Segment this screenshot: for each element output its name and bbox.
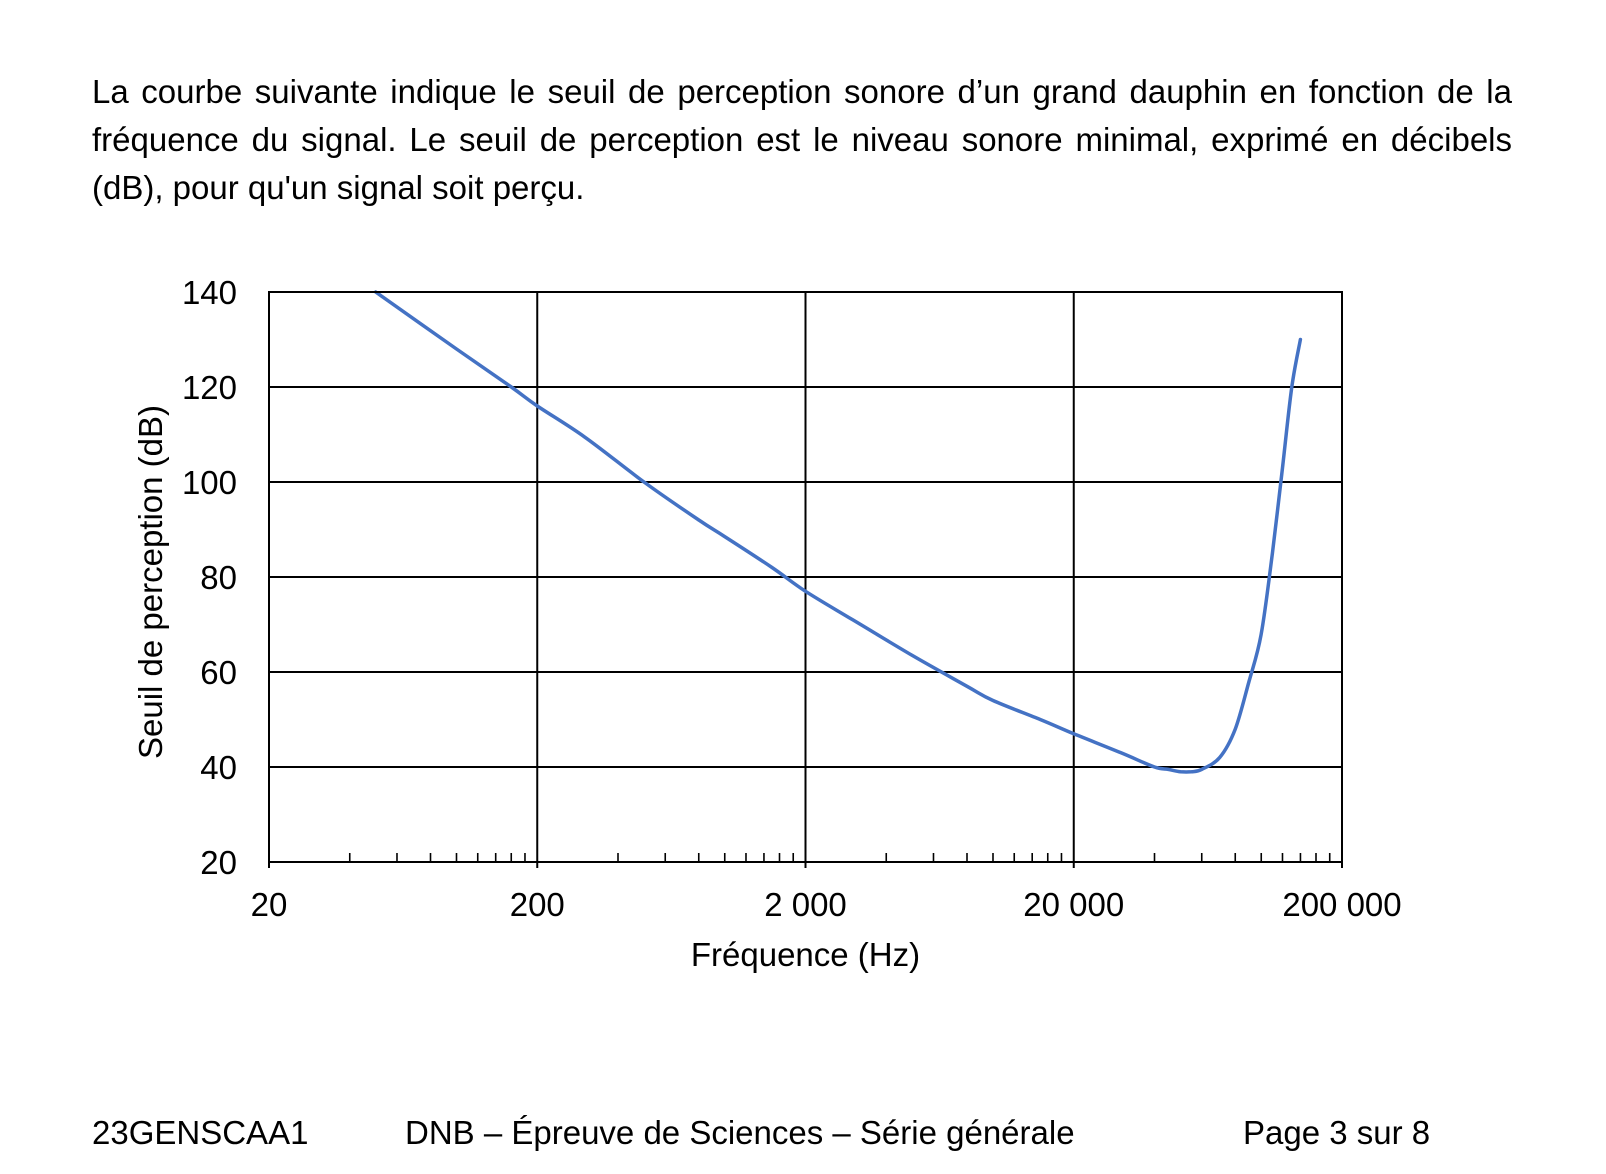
y-tick-label: 140: [182, 274, 237, 311]
x-minor-ticks: [268, 853, 1343, 868]
threshold-chart: 20 40 60 80 100 120 140 20 200 2 000 20 000 200 00…: [132, 274, 1402, 973]
y-tick-label: 60: [200, 654, 237, 691]
plot-area-frame: [268, 291, 1343, 863]
page-footer: 23GENSCAA1 DNB – Épreuve de Sciences – S…: [0, 1114, 1606, 1174]
chart-series-layer: [373, 290, 1303, 774]
x-tick-labels: 20 200 2 000 20 000 200 000: [251, 886, 1402, 923]
x-tick-label: 2 000: [764, 886, 847, 923]
y-axis-label: Seuil de perception (dB): [132, 405, 169, 759]
y-tick-labels: 20 40 60 80 100 120 140: [182, 274, 237, 881]
y-tick-label: 100: [182, 464, 237, 501]
y-tick-label: 120: [182, 369, 237, 406]
x-tick-label: 200: [510, 886, 565, 923]
y-tick-label: 40: [200, 749, 237, 786]
threshold-curve: [373, 290, 1303, 774]
footer-code: 23GENSCAA1: [92, 1114, 309, 1151]
y-tick-label: 80: [200, 559, 237, 596]
x-tick-label: 20 000: [1023, 886, 1124, 923]
x-tick-label: 200 000: [1282, 886, 1401, 923]
y-tick-label: 20: [200, 844, 237, 881]
x-tick-label: 20: [251, 886, 288, 923]
footer-exam: DNB – Épreuve de Sciences – Série généra…: [405, 1114, 1075, 1151]
chart-grid: [268, 291, 1343, 863]
intro-paragraph: La courbe suivante indique le seuil de p…: [92, 73, 1512, 206]
footer-page: Page 3 sur 8: [1243, 1114, 1431, 1151]
x-axis-label: Fréquence (Hz): [691, 936, 920, 973]
